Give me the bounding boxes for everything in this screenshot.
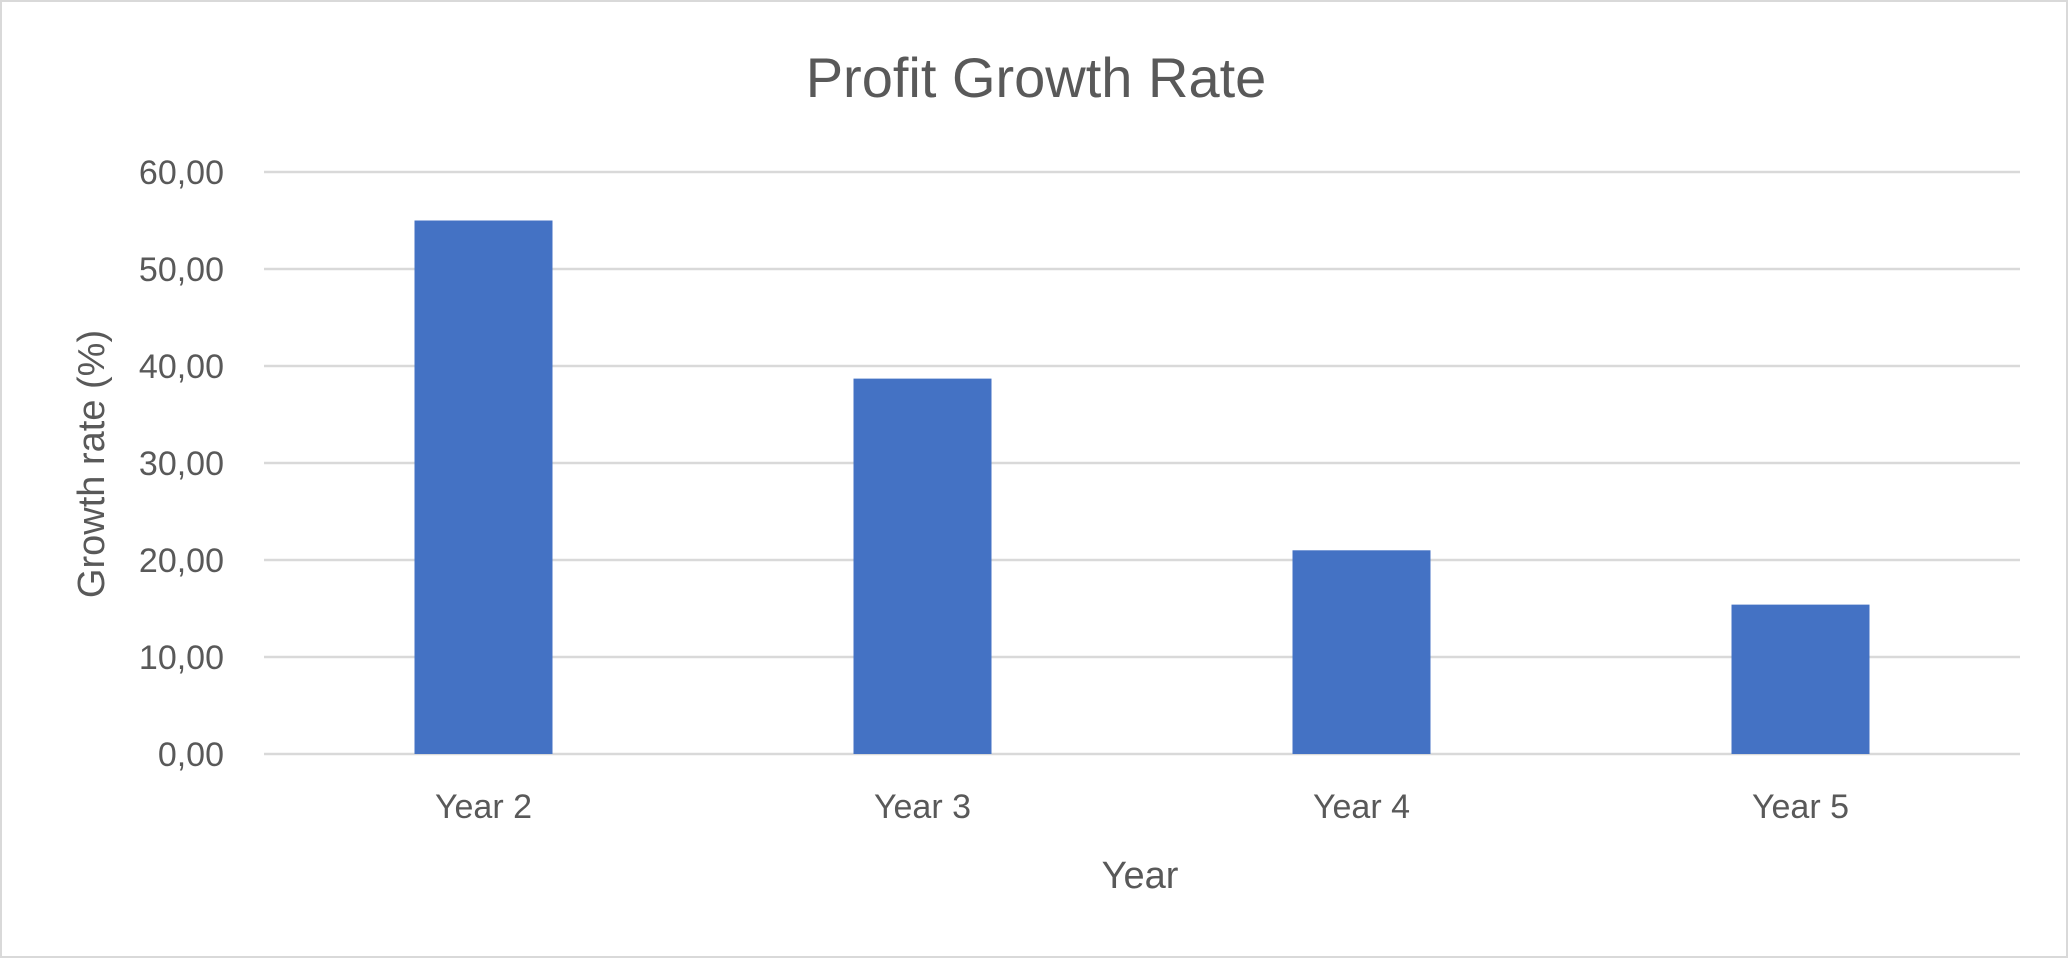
y-tick-label: 0,00 bbox=[158, 736, 224, 774]
x-tick-label: Year 3 bbox=[874, 788, 971, 826]
bar-year-4 bbox=[1292, 550, 1431, 754]
bar-year-5 bbox=[1731, 604, 1870, 754]
gridlines bbox=[264, 170, 2020, 756]
chart-title: Profit Growth Rate bbox=[806, 46, 1267, 109]
bars bbox=[414, 220, 1870, 754]
y-tick-label: 40,00 bbox=[139, 348, 224, 386]
y-tick-label: 20,00 bbox=[139, 542, 224, 580]
x-tick-label: Year 4 bbox=[1313, 788, 1410, 826]
bar-year-2 bbox=[414, 220, 553, 754]
x-tick-label: Year 2 bbox=[435, 788, 532, 826]
bar-year-3 bbox=[853, 378, 992, 754]
y-axis-title: Growth rate (%) bbox=[71, 330, 113, 598]
x-axis-title: Year bbox=[1102, 855, 1179, 897]
y-tick-label: 30,00 bbox=[139, 445, 224, 483]
x-tick-label: Year 5 bbox=[1752, 788, 1849, 826]
y-axis-ticks: 0,00 10,00 20,00 30,00 40,00 50,00 60,00 bbox=[139, 154, 224, 774]
y-tick-label: 60,00 bbox=[139, 154, 224, 192]
y-tick-label: 50,00 bbox=[139, 251, 224, 289]
y-tick-label: 10,00 bbox=[139, 639, 224, 677]
x-axis-ticks: Year 2 Year 3 Year 4 Year 5 bbox=[435, 788, 1849, 826]
